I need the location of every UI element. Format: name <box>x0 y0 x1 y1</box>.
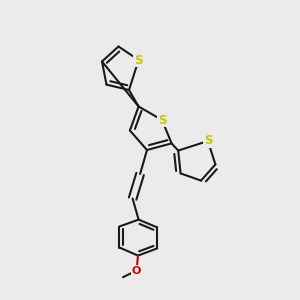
Text: S: S <box>204 134 212 148</box>
Text: O: O <box>132 266 141 276</box>
Text: S: S <box>134 53 143 67</box>
Text: S: S <box>158 113 166 127</box>
